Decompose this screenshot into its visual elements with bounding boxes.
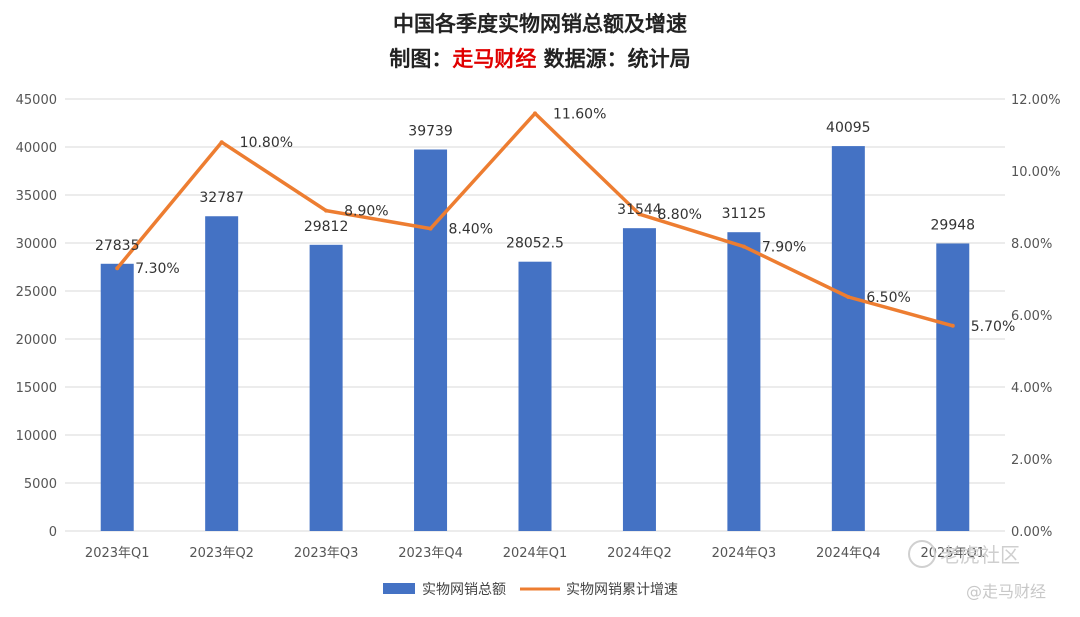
y-left-tick-label: 30000 [16,237,57,252]
chart-subtitle: 制图：走马财经 数据源：统计局 [389,46,690,71]
y-left-tick-label: 20000 [16,333,57,348]
y-left-tick-label: 15000 [16,381,57,396]
bar [622,228,656,531]
data-labels: 27835 32787 29812 39739 28052.5 31544 31125 400… [95,106,1015,334]
y-left-tick-label: 10000 [16,429,57,444]
bar-value-label: 29948 [931,217,976,233]
bar-series [100,146,970,531]
y-left-tick-label: 40000 [16,141,57,156]
watermark-logo-text: 老虎社区 [940,543,1020,567]
y-right-tick-label: 12.00% [1011,93,1061,108]
x-tick-label: 2025年Q1 [920,546,985,561]
y-axis-left: 0 5000 10000 15000 20000 25000 30000 35000 40000… [16,93,57,540]
subtitle-prefix: 制图： [389,46,452,71]
y-left-tick-label: 45000 [16,93,57,108]
chart-title: 中国各季度实物网销总额及增速 [393,11,687,36]
line-value-label: 10.80% [240,135,293,151]
line-point [324,208,329,213]
line-point [219,140,224,145]
y-right-tick-label: 10.00% [1011,165,1061,180]
bar-value-label: 31125 [722,206,767,222]
y-left-tick-label: 0 [49,525,57,540]
y-left-tick-label: 5000 [24,477,57,492]
line-point [741,244,746,249]
bar [831,146,865,531]
bar-value-label: 31544 [617,202,662,218]
x-tick-label: 2023年Q2 [189,546,254,561]
bar [518,261,552,531]
legend-bar-swatch [383,583,415,594]
y-right-tick-label: 4.00% [1011,381,1052,396]
y-left-tick-label: 35000 [16,189,57,204]
y-right-tick-label: 2.00% [1011,453,1052,468]
line-point [533,111,537,116]
bar [414,149,448,531]
legend: 实物网销总额 实物网销累计增速 [383,582,678,598]
line-value-label: 8.40% [449,222,493,238]
y-right-tick-label: 6.00% [1011,309,1052,324]
line-point [637,212,642,217]
subtitle-brand: 走马财经 [452,46,536,71]
line-point [950,323,955,328]
x-tick-label: 2024年Q1 [503,546,568,561]
watermark-logo: 老虎社区 [908,540,1020,568]
line-series [115,111,955,328]
line-value-label: 8.80% [657,207,701,223]
x-tick-label: 2024年Q2 [607,546,672,561]
line-value-label: 11.60% [553,106,606,122]
tiger-logo-icon [908,540,936,568]
x-tick-label: 2023年Q3 [294,546,359,561]
y-axis-right: 0.00% 2.00% 4.00% 6.00% 8.00% 10.00% 12.00% [1011,93,1061,540]
line-value-label: 6.50% [866,290,910,306]
line-value-label: 5.70% [971,319,1015,335]
x-tick-label: 2024年Q3 [712,546,777,561]
x-axis: 2023年Q1 2023年Q2 2023年Q3 2023年Q4 2024年Q1 2024年… [85,546,985,561]
bar-value-label: 28052.5 [506,236,564,252]
bar-value-label: 40095 [826,120,871,136]
line-point [115,266,120,271]
line-point [846,295,851,299]
bar [727,232,761,531]
bar [100,263,134,531]
bar [205,216,239,531]
line-value-label: 7.90% [762,240,806,256]
x-tick-label: 2023年Q4 [398,546,463,561]
line-value-label: 7.30% [135,261,179,277]
bar [309,244,343,531]
watermark-handle: @走马财经 [966,582,1046,601]
x-tick-label: 2024年Q4 [816,546,881,561]
y-right-tick-label: 8.00% [1011,237,1052,252]
y-right-tick-label: 0.00% [1011,525,1052,540]
line-point [428,226,433,231]
bar-value-label: 32787 [199,190,244,206]
subtitle-suffix: 数据源：统计局 [536,46,690,71]
legend-line-label: 实物网销累计增速 [566,582,678,598]
bar-value-label: 39739 [408,124,453,140]
legend-bar-label: 实物网销总额 [422,582,506,598]
bar [936,243,970,531]
bar-value-label: 27835 [95,238,140,254]
line-value-label: 8.90% [344,204,388,220]
y-left-tick-label: 25000 [16,285,57,300]
x-tick-label: 2023年Q1 [85,546,150,561]
bar-value-label: 29812 [304,219,349,235]
